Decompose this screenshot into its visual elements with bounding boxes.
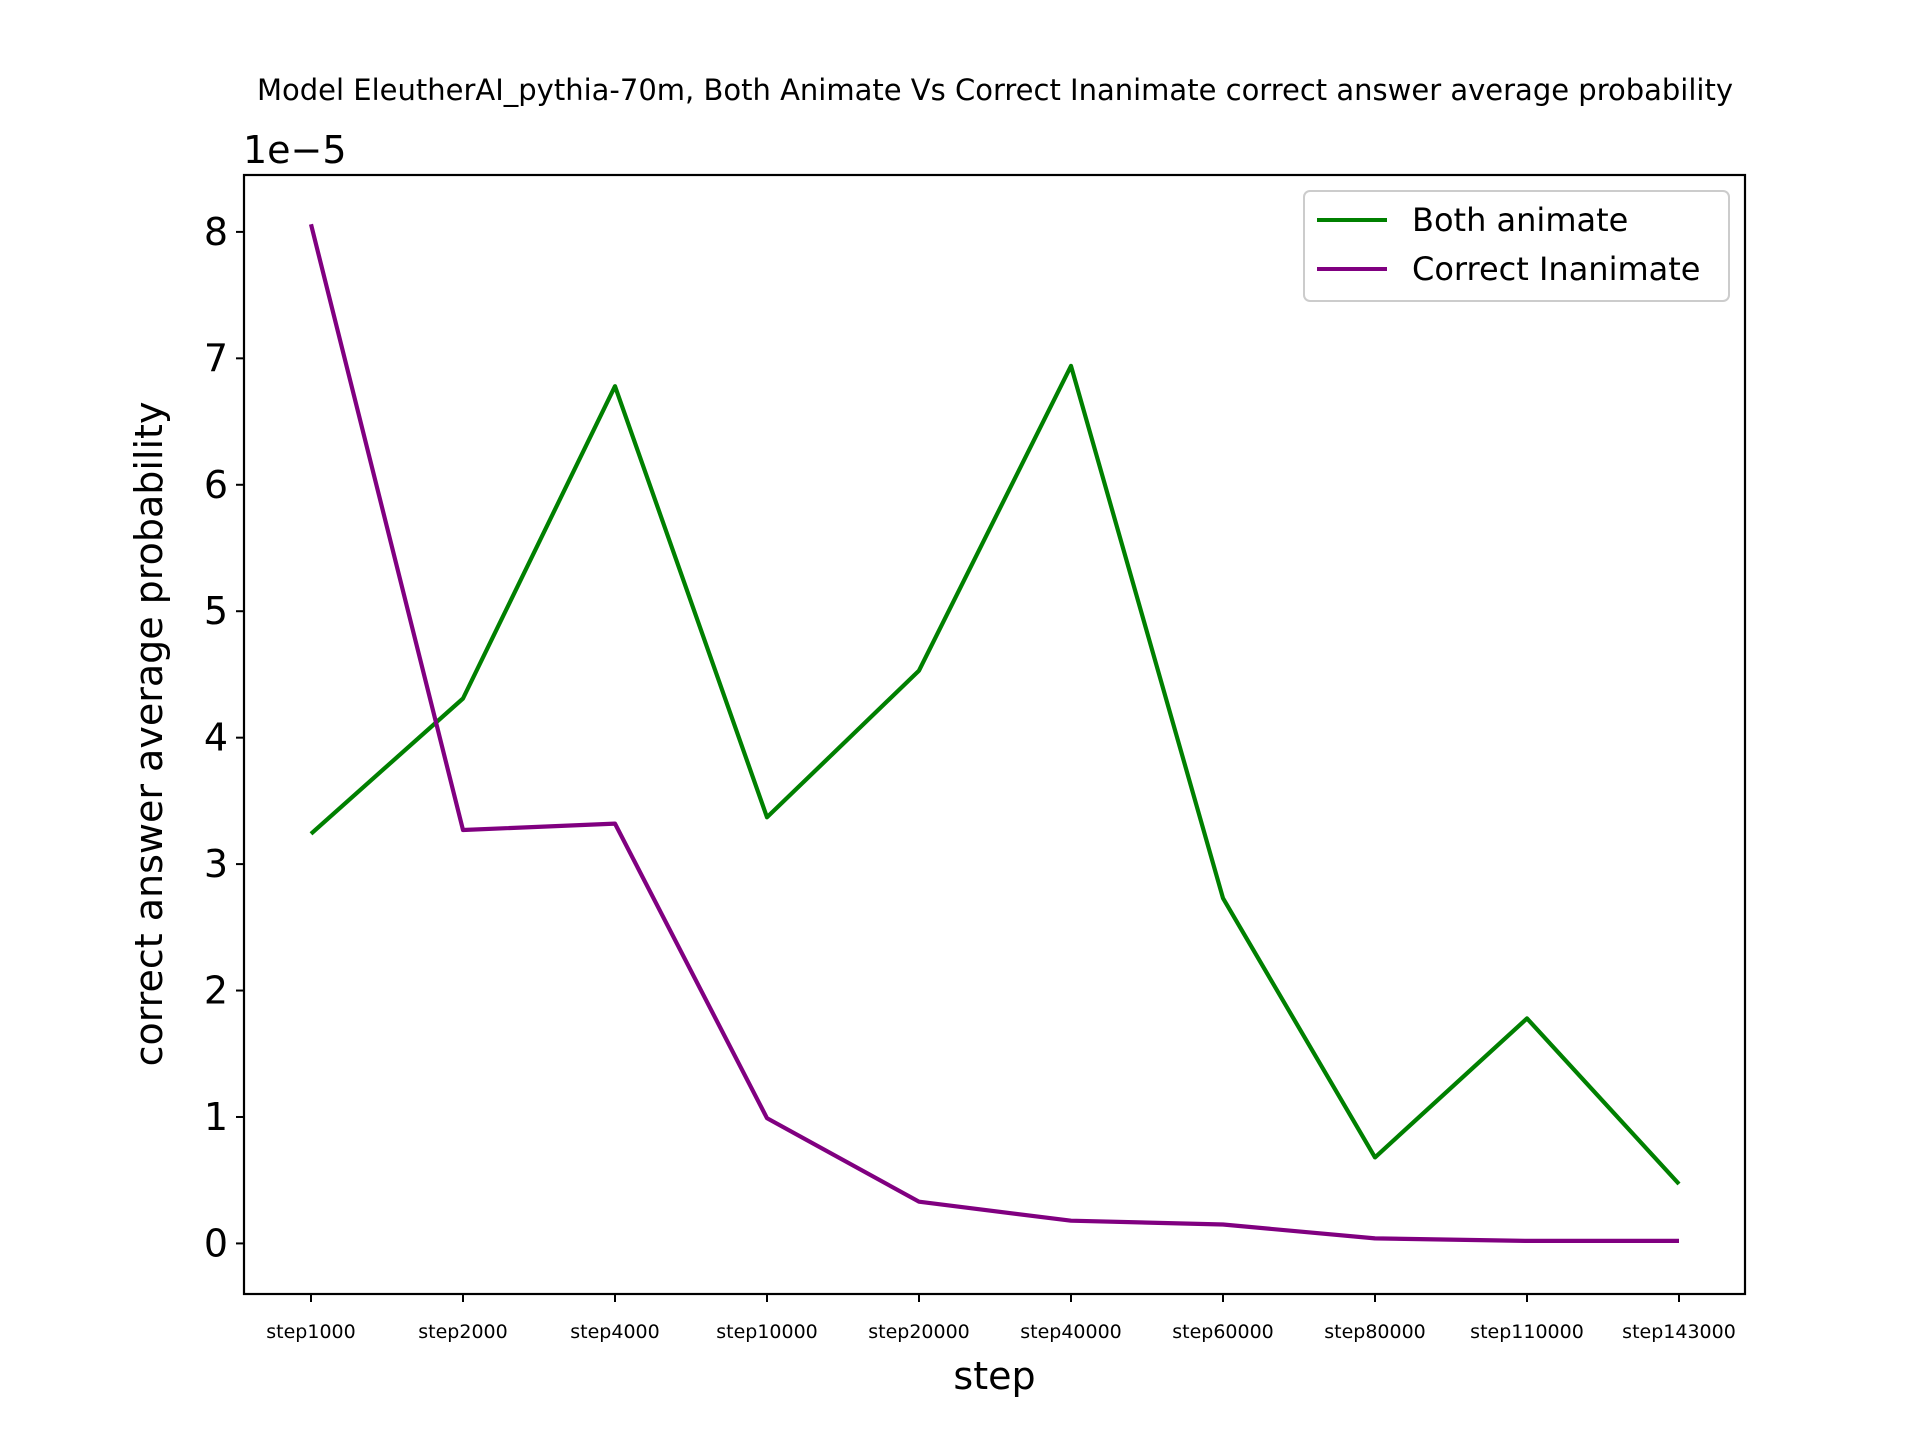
y-tick-label: 0 — [204, 1221, 228, 1265]
x-tick-label: step10000 — [716, 1321, 818, 1343]
chart-title: Model EleutherAI_pythia-70m, Both Animat… — [257, 73, 1733, 107]
x-tick-label: step40000 — [1020, 1321, 1122, 1343]
y-tick-label: 5 — [204, 589, 228, 633]
x-tick-label: step60000 — [1172, 1321, 1274, 1343]
y-tick-label: 2 — [204, 969, 228, 1013]
axis-ticks: 0 1 2 3 4 5 6 7 8 step1000 step2000 step4000 step100… — [204, 210, 1736, 1343]
x-tick-label: step110000 — [1470, 1321, 1584, 1343]
y-tick-label: 3 — [204, 842, 228, 886]
legend-label-both-animate: Both animate — [1412, 201, 1628, 239]
x-axis-label: step — [953, 1354, 1035, 1398]
plot-frame — [242, 173, 1747, 1296]
y-axis-label: correct answer average probability — [127, 402, 171, 1067]
x-tick-label: step1000 — [266, 1321, 355, 1343]
series-lines — [308, 223, 1681, 1244]
series-line-both-animate — [309, 363, 1681, 1186]
y-tick-label: 6 — [204, 463, 228, 507]
series-line-correct-inanimate — [308, 223, 1679, 1244]
x-tick-label: step80000 — [1324, 1321, 1426, 1343]
x-tick-label: step2000 — [418, 1321, 507, 1343]
y-tick-label: 7 — [204, 336, 228, 380]
x-tick-label: step143000 — [1622, 1321, 1736, 1343]
y-tick-label: 8 — [204, 210, 228, 254]
x-tick-label: step20000 — [868, 1321, 970, 1343]
x-tick-label: step4000 — [570, 1321, 659, 1343]
legend-box — [1303, 190, 1730, 302]
y-tick-label: 1 — [204, 1095, 228, 1139]
y-tick-label: 4 — [204, 716, 228, 760]
legend: Both animate Correct Inanimate — [1303, 190, 1730, 302]
legend-label-correct-inanimate: Correct Inanimate — [1412, 250, 1700, 288]
y-offset-label: 1e−5 — [243, 128, 347, 172]
